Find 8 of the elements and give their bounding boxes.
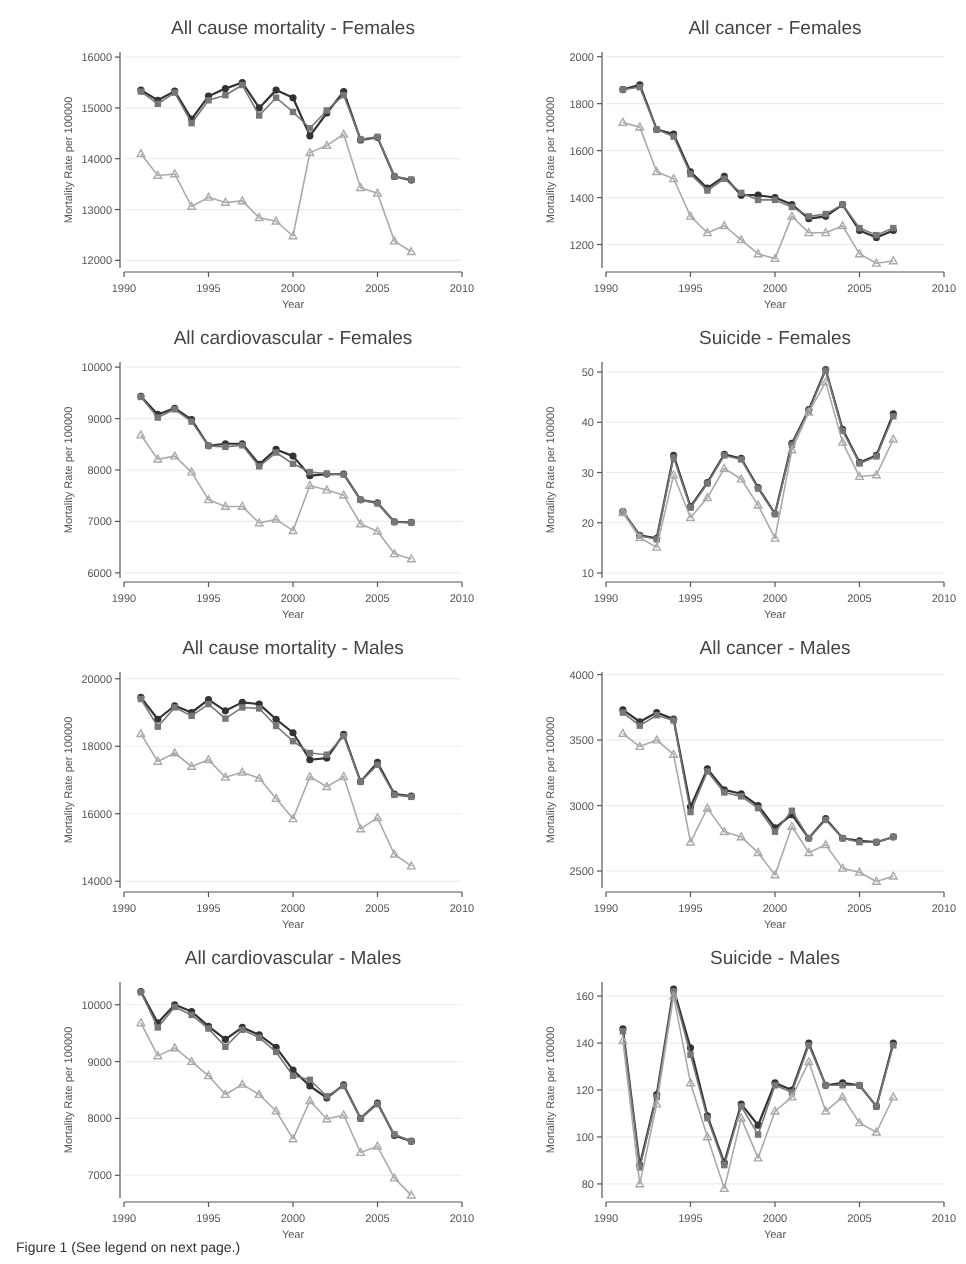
chart-title: All cancer - Males <box>699 638 851 660</box>
chart-title: All cause mortality - Males <box>182 638 405 660</box>
chart-title: All cause mortality - Females <box>171 18 416 40</box>
chart-title: Suicide - Females <box>698 328 852 350</box>
chart-title: All cardiovascular - Females <box>173 328 413 350</box>
chart-title: All cancer - Females <box>688 18 863 40</box>
chart-title: All cardiovascular - Males <box>184 948 402 970</box>
chart-title: Suicide - Males <box>710 948 841 970</box>
